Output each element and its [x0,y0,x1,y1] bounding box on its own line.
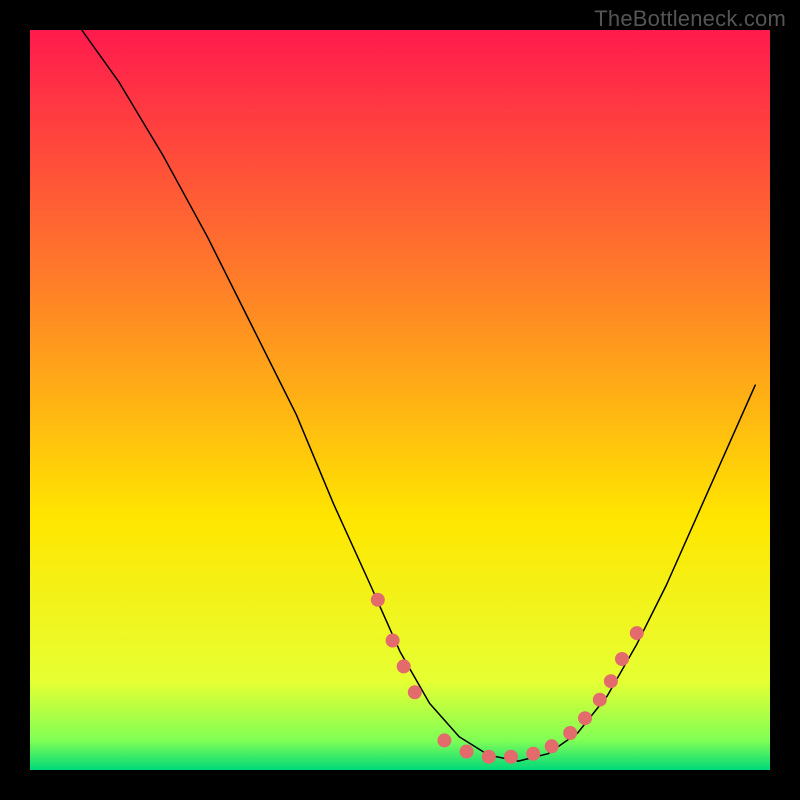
curve-marker [615,652,629,666]
curve-marker [504,750,518,764]
curve-marker [593,693,607,707]
curve-marker [578,711,592,725]
watermark-text: TheBottleneck.com [594,6,786,32]
marker-group [371,593,644,764]
curve-marker [526,747,540,761]
chart-overlay [0,0,800,800]
curve-marker [563,726,577,740]
curve-marker [371,593,385,607]
curve-marker [397,659,411,673]
bottleneck-curve [82,30,755,761]
curve-marker [437,733,451,747]
curve-marker [630,626,644,640]
curve-marker [604,674,618,688]
curve-marker [408,685,422,699]
curve-marker [386,634,400,648]
curve-marker [482,750,496,764]
curve-marker [460,745,474,759]
curve-marker [545,739,559,753]
